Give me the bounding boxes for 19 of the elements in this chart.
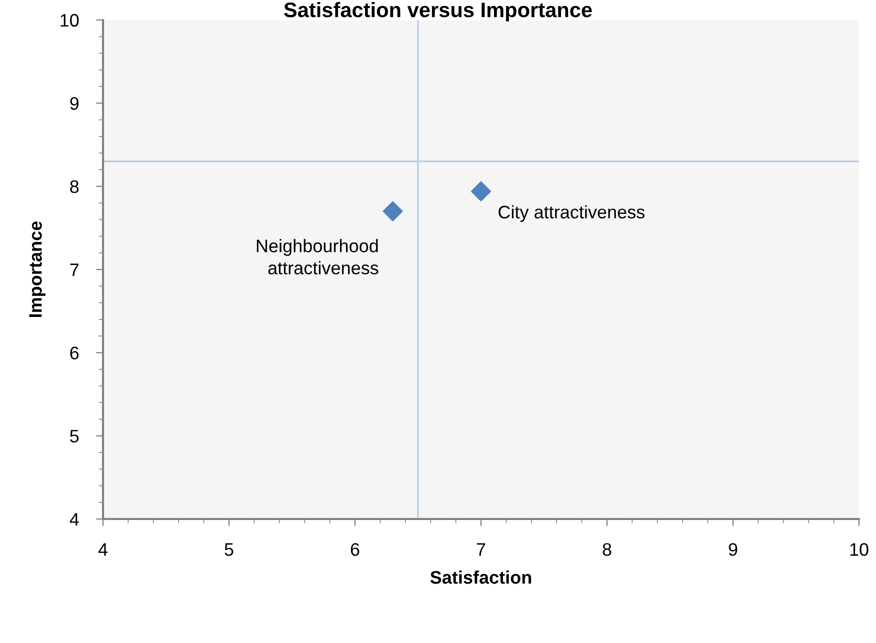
y-tick-label: 10 bbox=[60, 14, 79, 27]
y-tick-label: 7 bbox=[70, 264, 78, 276]
x-tick-label: 6 bbox=[350, 543, 360, 556]
chart-title: Satisfaction versus Importance bbox=[284, 2, 592, 22]
y-axis-title: Importance bbox=[29, 221, 46, 317]
y-tick-label: 8 bbox=[70, 180, 79, 194]
x-tick-label: 4 bbox=[98, 543, 108, 556]
x-tick-label: 5 bbox=[224, 543, 234, 556]
annotation: City attractiveness bbox=[498, 205, 645, 222]
x-axis-title: Satisfaction bbox=[430, 570, 532, 584]
y-tick-label: 5 bbox=[70, 430, 79, 443]
x-tick-label: 9 bbox=[728, 543, 738, 556]
annotation: Neighbourhood attractiveness bbox=[256, 239, 378, 274]
y-tick-label: 4 bbox=[70, 513, 79, 526]
y-tick-label: 6 bbox=[70, 346, 79, 360]
x-tick-label: 10 bbox=[850, 543, 868, 556]
y-tick-label: 9 bbox=[70, 97, 79, 110]
x-tick-label: 7 bbox=[476, 543, 486, 556]
x-tick-label: 8 bbox=[602, 543, 612, 556]
